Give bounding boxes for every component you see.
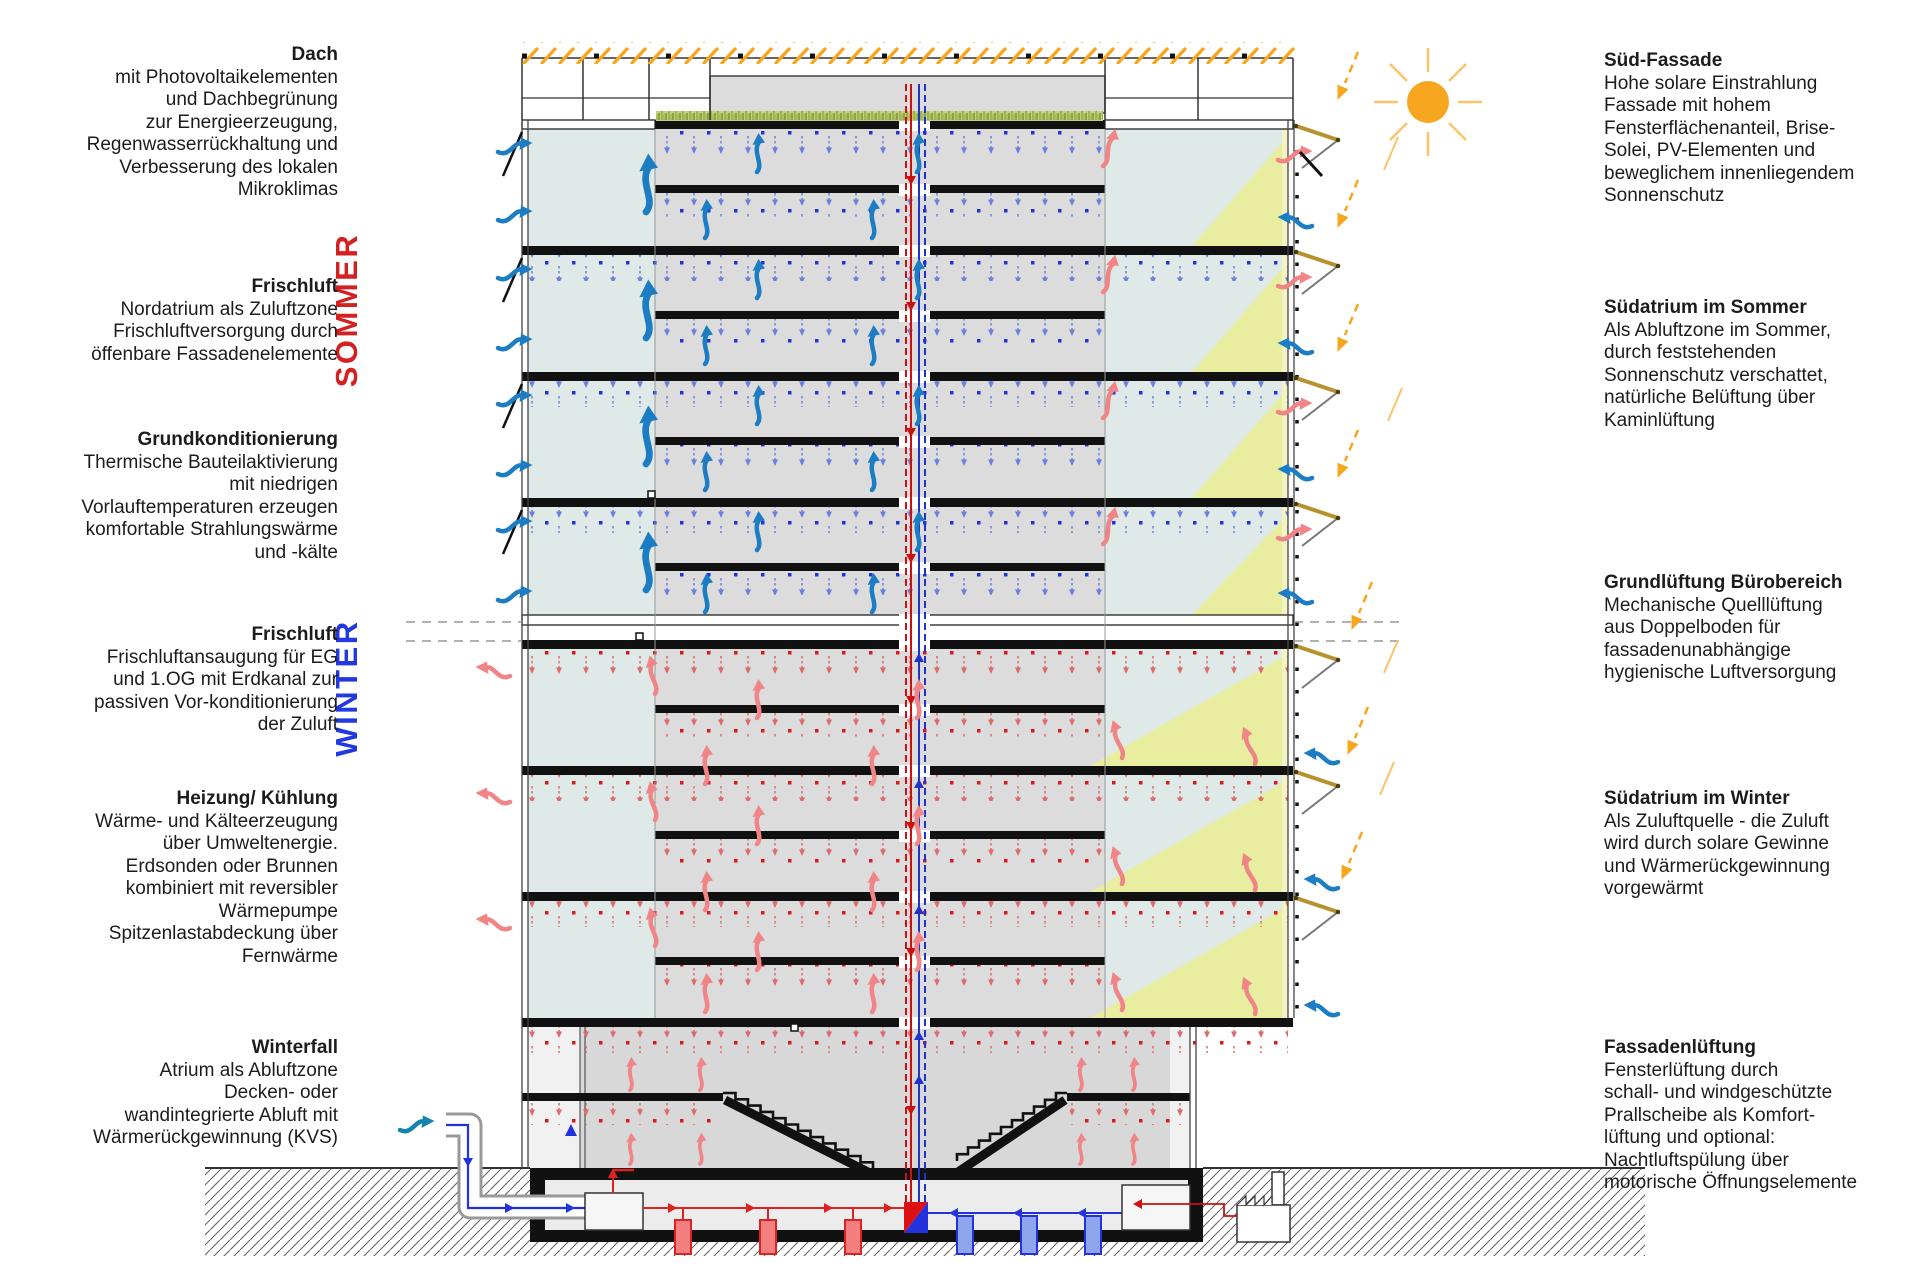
note-suedatrium-sommer: Südatrium im Sommer Als Abluftzone im So… <box>1604 297 1904 432</box>
ahu-north-icon <box>584 1192 644 1231</box>
ahu-south-icon <box>1121 1184 1191 1231</box>
basement-plant <box>584 1168 1291 1255</box>
note-frischluft-atrium: Frischluft Nordatrium als Zuluftzone Fri… <box>70 276 338 366</box>
roof-penthouse <box>709 75 1106 114</box>
note-title: Südatrium im Sommer <box>1604 297 1807 318</box>
winter-airflow-arrows <box>476 654 1339 1166</box>
solar-gain-triangles <box>1090 136 1288 1018</box>
note-body: Als Zuluftquelle - die Zuluft wird durch… <box>1604 810 1831 900</box>
ground-probes-cold <box>956 1215 1102 1255</box>
roof <box>521 42 1295 121</box>
photovoltaic-elements <box>522 42 1295 64</box>
note-body: Thermische Bauteilaktivierung mit niedri… <box>81 451 338 563</box>
summer-airflow-arrows <box>498 127 1313 612</box>
supply-marker <box>565 1124 577 1136</box>
note-body: Nordatrium als Zuluftzone Frischluftvers… <box>91 298 338 365</box>
note-fassadenlueftung: Fassadenlüftung Fensterlüftung durch sch… <box>1604 1037 1904 1195</box>
note-frischluft-erdkanal: Frischluft Frischluftansaugung für EG un… <box>70 624 338 737</box>
slab-markers <box>635 490 799 1032</box>
sun-ray-arrows <box>1336 50 1403 882</box>
facade-cavity-strips <box>1282 129 1288 1018</box>
season-cut-lines <box>406 621 1400 642</box>
note-title: Heizung/ Kühlung <box>176 788 338 809</box>
note-body: Frischluftansaugung für EG und 1.OG mit … <box>94 646 338 736</box>
green-roof <box>656 111 1103 121</box>
note-title: Süd-Fassade <box>1604 50 1723 71</box>
note-title: Südatrium im Winter <box>1604 788 1790 809</box>
note-body: Als Abluftzone im Sommer, durch feststeh… <box>1604 319 1832 431</box>
brise-soleil-elements <box>1291 121 1343 942</box>
district-heating-icon <box>1133 1171 1291 1243</box>
note-title: Grundkonditionierung <box>137 429 338 450</box>
summer-label: SOMMER <box>329 233 364 388</box>
winter-label: WINTER <box>329 619 364 756</box>
note-dach: Dach mit Photovoltaikelementen und Dachb… <box>70 44 338 202</box>
note-body: mit Photovoltaikelementen und Dachbegrün… <box>86 66 338 201</box>
note-title: Fassadenlüftung <box>1604 1037 1757 1058</box>
note-body: Atrium als Abluftzone Decken- oder wandi… <box>93 1059 338 1149</box>
heat-pump-icon <box>904 1202 928 1233</box>
note-title: Grundlüftung Bürobereich <box>1604 572 1843 593</box>
note-winterfall: Winterfall Atrium als Abluftzone Decken-… <box>70 1037 338 1150</box>
openable-facade-flaps <box>501 131 524 555</box>
note-sued-fassade: Süd-Fassade Hohe solare Einstrahlung Fas… <box>1604 50 1904 208</box>
note-body: Mechanische Quelllüftung aus Doppelboden… <box>1604 594 1837 684</box>
note-title: Frischluft <box>251 276 338 297</box>
note-grundlueftung: Grundlüftung Bürobereich Mechanische Que… <box>1604 572 1904 685</box>
ground-probes-warm <box>674 1208 862 1255</box>
note-body: Fensterlüftung durch schall- und windges… <box>1604 1059 1858 1194</box>
note-heizung-kuehlung: Heizung/ Kühlung Wärme- und Kälteerzeugu… <box>70 788 338 968</box>
note-title: Dach <box>291 44 338 65</box>
note-body: Wärme- und Kälteerzeugung über Umweltene… <box>95 810 338 967</box>
sun-icon <box>1374 48 1482 156</box>
stairs-icon <box>722 1091 1068 1177</box>
facades <box>521 120 1295 1168</box>
thermal-ceiling-cooling <box>524 129 1288 595</box>
note-body: Hohe solare Einstrahlung Fassade mit hoh… <box>1604 72 1855 207</box>
note-title: Winterfall <box>251 1037 338 1058</box>
note-grundkonditionierung: Grundkonditionierung Thermische Bauteila… <box>70 429 338 564</box>
note-title: Frischluft <box>251 624 338 645</box>
earth-duct-intake <box>400 1112 590 1220</box>
note-suedatrium-winter: Südatrium im Winter Als Zuluftquelle - d… <box>1604 788 1904 901</box>
